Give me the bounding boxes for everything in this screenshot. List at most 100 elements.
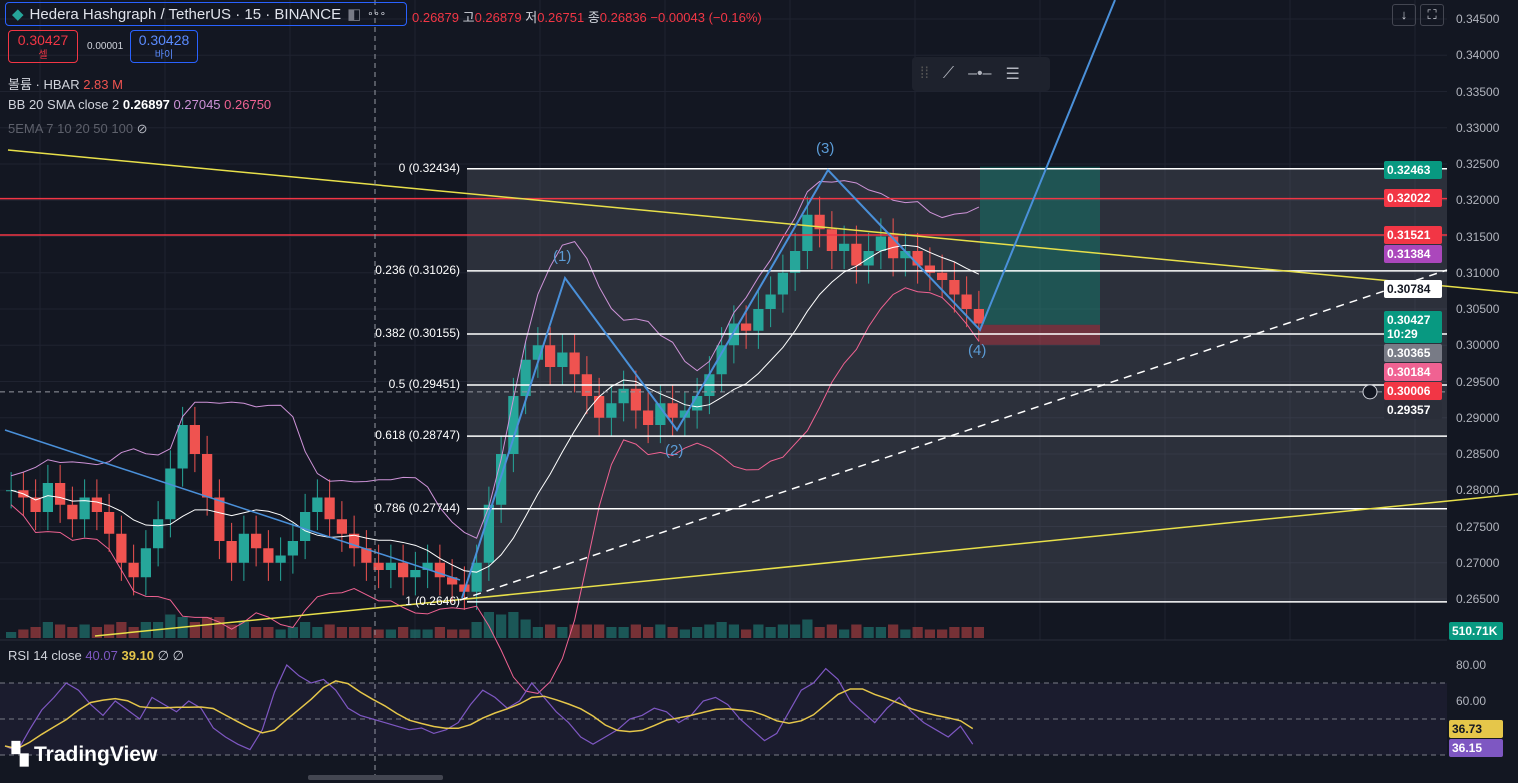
price-badge: 0.31521 xyxy=(1384,226,1442,244)
volume-bar xyxy=(643,627,654,638)
rsi-line xyxy=(4,664,974,753)
volume-badge: 510.71K xyxy=(1449,622,1503,640)
close-label: 종 xyxy=(587,10,600,25)
symbol-title: Hedera Hashgraph / TetherUS · 15 · BINAN… xyxy=(29,5,342,23)
ema-legend[interactable]: 5EMA 7 10 20 50 100 ⊘ xyxy=(8,121,148,137)
candle xyxy=(349,533,360,549)
close-value: 0.26836 xyxy=(599,10,647,25)
volume-bar xyxy=(18,629,29,638)
candle xyxy=(238,533,249,563)
candle xyxy=(287,541,298,556)
price-axis xyxy=(1447,0,1518,783)
candle xyxy=(226,541,237,563)
volume-bar xyxy=(263,627,274,638)
trendline-tool-icon[interactable]: ⟋ xyxy=(942,65,955,82)
rsi-value: 40.07 xyxy=(85,648,118,663)
bb-basis: 0.26897 xyxy=(122,97,170,112)
price-badge: 0.30006 xyxy=(1384,382,1442,400)
price-tick: 0.30000 xyxy=(1456,338,1500,353)
candle xyxy=(594,396,605,418)
candle xyxy=(741,323,752,331)
sell-button[interactable]: 0.30427 셀 xyxy=(8,30,78,63)
volume-bar xyxy=(42,622,53,638)
candle xyxy=(520,359,531,396)
volume-bar xyxy=(569,624,580,638)
candle xyxy=(202,454,213,498)
volume-bar xyxy=(937,629,948,638)
candle xyxy=(140,548,151,578)
volume-bar xyxy=(692,627,703,638)
fullscreen-button[interactable]: ⛶ xyxy=(1420,4,1444,26)
candle xyxy=(42,483,53,512)
volume-bar xyxy=(251,627,262,638)
rsi-legend[interactable]: RSI 14 close 40.07 39.10 ∅ ∅ xyxy=(8,648,184,664)
ohlc-values: 0.26879 고0.26879 저0.26751 종0.26836 −0.00… xyxy=(412,7,762,26)
volume-bar xyxy=(91,627,102,638)
bb-lower-band xyxy=(10,287,980,694)
volume-bar xyxy=(790,624,801,638)
symbol-header[interactable]: ◆ Hedera Hashgraph / TetherUS · 15 · BIN… xyxy=(5,2,407,26)
candle xyxy=(434,562,445,578)
bb-upper: 0.27045 xyxy=(173,97,221,112)
high-label: 고 xyxy=(462,10,475,25)
volume-bar xyxy=(361,627,372,638)
settings-lines-icon[interactable]: ☰ xyxy=(1005,66,1020,83)
buy-button[interactable]: 0.30428 바이 xyxy=(130,30,198,63)
candle xyxy=(214,497,225,541)
volume-bar xyxy=(140,622,151,638)
volume-bar xyxy=(839,629,850,638)
candle xyxy=(153,519,164,549)
dashed-projection xyxy=(459,269,1448,601)
volume-bar xyxy=(961,627,972,638)
wave-label: (3) xyxy=(816,140,835,157)
volume-bar xyxy=(67,627,78,638)
candle xyxy=(508,396,519,454)
rsi-label: RSI 14 close xyxy=(8,648,82,663)
candle xyxy=(410,570,421,578)
volume-bar xyxy=(422,629,433,638)
candle xyxy=(643,410,654,425)
tradingview-logo[interactable]: ▚ TradingView xyxy=(12,743,158,766)
blue-trendline xyxy=(4,429,461,581)
hidden-eye-icon[interactable]: ⊘ xyxy=(136,121,148,136)
volume-bar xyxy=(520,619,531,638)
low-value: 0.26751 xyxy=(537,10,585,25)
price-badge: 0.30365 xyxy=(1384,344,1442,362)
rsi-extra: ∅ ∅ xyxy=(157,648,184,663)
price-tick: 0.31500 xyxy=(1456,229,1500,244)
candle xyxy=(116,533,127,563)
candle xyxy=(851,243,862,266)
wave-label: (4) xyxy=(968,342,987,359)
volume-bar xyxy=(924,629,935,638)
volume-bar xyxy=(447,629,458,638)
fib-label: 0.5 (0.29451) xyxy=(388,377,460,392)
candle xyxy=(765,294,776,309)
volume-bar xyxy=(324,624,335,638)
candle xyxy=(790,251,801,273)
add-alert-icon xyxy=(1362,384,1378,400)
horizontal-ray-icon[interactable]: –•– xyxy=(968,65,992,82)
volume-legend[interactable]: 볼륨 · HBAR 2.83 M xyxy=(8,74,123,93)
rsi-badge: 36.15 xyxy=(1449,739,1503,757)
volume-bar xyxy=(851,624,862,638)
candle xyxy=(128,562,139,578)
volume-bar xyxy=(606,627,617,638)
candle xyxy=(618,388,629,404)
volume-bar xyxy=(6,632,17,638)
rsi-tick: 80.00 xyxy=(1456,658,1487,672)
change-value: −0.00043 (−0.16%) xyxy=(650,10,762,25)
more-icon[interactable]: ∘∘∘ xyxy=(367,8,387,20)
flag-icon[interactable]: ◧ xyxy=(347,6,362,23)
drag-handle-icon[interactable]: ⁞⁞ xyxy=(920,65,929,82)
candle xyxy=(165,468,176,520)
bb-legend[interactable]: BB 20 SMA close 2 0.26897 0.27045 0.2675… xyxy=(8,97,271,112)
low-label: 저 xyxy=(525,10,538,25)
candle xyxy=(532,345,543,360)
candle xyxy=(312,497,323,512)
volume-bar xyxy=(398,627,409,638)
time-scrollbar[interactable] xyxy=(308,775,443,780)
scroll-down-button[interactable]: ↓ xyxy=(1392,4,1416,26)
candle xyxy=(802,214,813,251)
volume-bar xyxy=(618,627,629,638)
